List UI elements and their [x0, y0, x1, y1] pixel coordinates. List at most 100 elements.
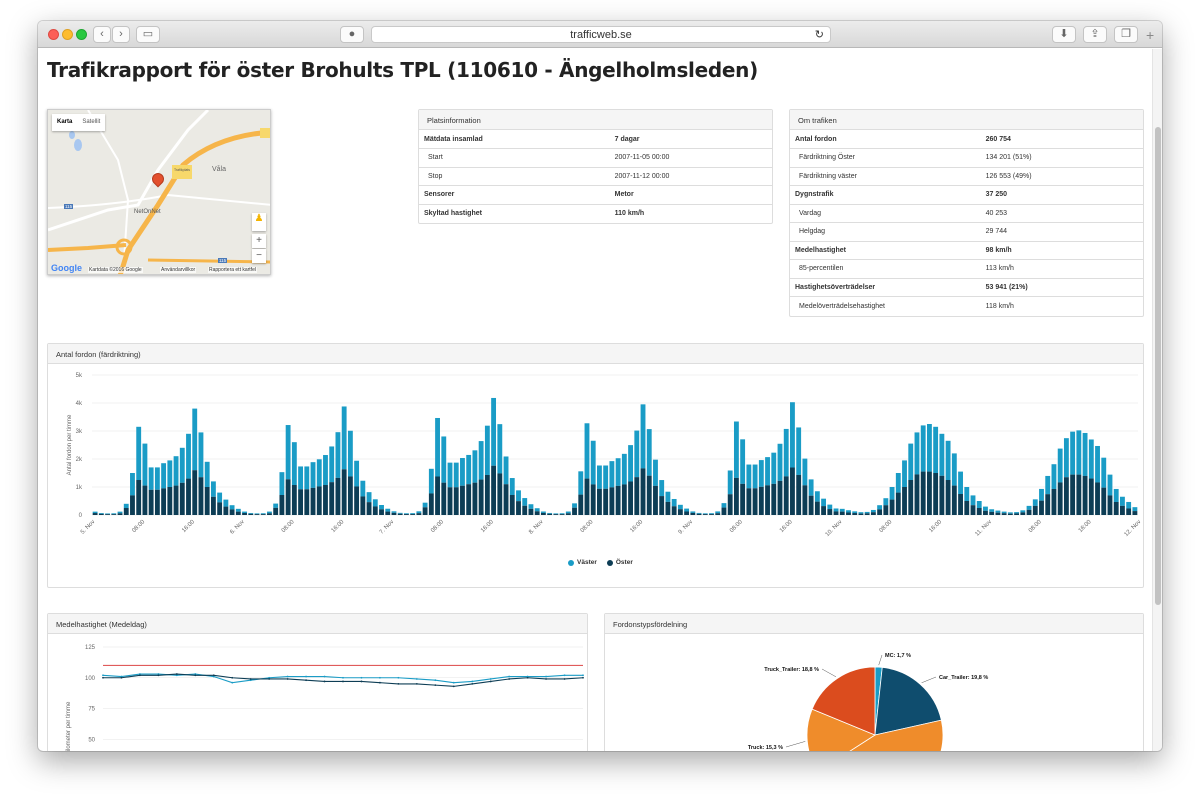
bar-vaster[interactable]: [696, 512, 702, 514]
bar-vaster[interactable]: [553, 513, 559, 515]
legend-item-oster[interactable]: Öster: [606, 559, 633, 566]
bar-vaster[interactable]: [198, 432, 204, 478]
bar-oster[interactable]: [684, 511, 690, 516]
bar-oster[interactable]: [1045, 494, 1051, 515]
bar-vaster[interactable]: [304, 466, 310, 490]
bar-oster[interactable]: [136, 480, 142, 515]
speed-point[interactable]: [120, 676, 123, 679]
bar-oster[interactable]: [441, 482, 447, 515]
bar-oster[interactable]: [92, 513, 98, 515]
bar-oster[interactable]: [1014, 513, 1020, 515]
share-button[interactable]: ⇪: [1083, 26, 1107, 43]
bar-vaster[interactable]: [665, 491, 671, 502]
bar-vaster[interactable]: [821, 498, 827, 507]
bar-oster[interactable]: [354, 486, 360, 515]
bar-vaster[interactable]: [186, 433, 191, 479]
bar-vaster[interactable]: [105, 513, 110, 515]
bar-vaster[interactable]: [1120, 496, 1125, 506]
bar-vaster[interactable]: [590, 440, 596, 485]
bar-vaster[interactable]: [323, 455, 328, 486]
bar-oster[interactable]: [665, 501, 671, 515]
bar-oster[interactable]: [659, 496, 665, 515]
bar-oster[interactable]: [484, 474, 490, 515]
bar-oster[interactable]: [1057, 482, 1063, 515]
bar-oster[interactable]: [528, 508, 534, 515]
bar-vaster[interactable]: [1088, 439, 1094, 479]
bar-vaster[interactable]: [653, 459, 658, 486]
bar-oster[interactable]: [877, 509, 883, 515]
speed-point[interactable]: [360, 680, 363, 683]
bar-oster[interactable]: [316, 486, 322, 515]
bar-oster[interactable]: [167, 487, 173, 515]
bar-vaster[interactable]: [1107, 474, 1113, 496]
bar-vaster[interactable]: [1039, 488, 1044, 501]
bar-vaster[interactable]: [609, 461, 615, 488]
sidebar-button[interactable]: ▭: [136, 26, 160, 43]
bar-vaster[interactable]: [372, 499, 378, 507]
bar-oster[interactable]: [179, 482, 185, 515]
bar-vaster[interactable]: [839, 508, 845, 512]
bar-vaster[interactable]: [491, 397, 497, 466]
speed-point[interactable]: [379, 681, 381, 684]
bar-oster[interactable]: [304, 489, 310, 515]
bar-vaster[interactable]: [428, 468, 434, 494]
speed-point[interactable]: [582, 676, 584, 679]
bar-vaster[interactable]: [802, 458, 808, 486]
bar-vaster[interactable]: [858, 512, 864, 514]
bar-oster[interactable]: [460, 485, 465, 515]
bar-vaster[interactable]: [914, 432, 920, 475]
bar-oster[interactable]: [403, 514, 409, 515]
bar-oster[interactable]: [696, 513, 702, 515]
speed-point[interactable]: [342, 680, 344, 683]
bar-oster[interactable]: [677, 509, 683, 515]
bar-vaster[interactable]: [516, 490, 521, 502]
bar-oster[interactable]: [1001, 513, 1007, 515]
bar-vaster[interactable]: [814, 491, 820, 502]
bar-vaster[interactable]: [1082, 432, 1088, 476]
downloads-button[interactable]: ⬇: [1052, 26, 1076, 43]
bar-oster[interactable]: [105, 514, 110, 515]
bar-oster[interactable]: [323, 485, 328, 515]
bar-vaster[interactable]: [958, 471, 963, 494]
speed-point[interactable]: [268, 678, 271, 680]
bar-vaster[interactable]: [796, 427, 802, 475]
bar-vaster[interactable]: [926, 424, 932, 472]
bar-vaster[interactable]: [173, 456, 179, 486]
bar-oster[interactable]: [491, 465, 497, 515]
bar-oster[interactable]: [279, 495, 285, 515]
bar-oster[interactable]: [733, 477, 739, 515]
bar-vaster[interactable]: [709, 513, 714, 515]
bar-oster[interactable]: [1107, 495, 1113, 515]
bar-oster[interactable]: [783, 476, 789, 515]
bar-vaster[interactable]: [329, 446, 335, 483]
bar-oster[interactable]: [223, 506, 229, 515]
speed-point[interactable]: [175, 673, 178, 675]
speed-point[interactable]: [582, 674, 584, 677]
speed-point[interactable]: [175, 674, 178, 677]
bar-oster[interactable]: [889, 499, 895, 515]
bar-vaster[interactable]: [777, 443, 783, 481]
bar-vaster[interactable]: [740, 439, 746, 484]
bar-oster[interactable]: [895, 492, 901, 515]
speed-point[interactable]: [231, 676, 234, 679]
bar-vaster[interactable]: [920, 425, 926, 472]
speed-point[interactable]: [508, 675, 511, 678]
bar-vaster[interactable]: [1126, 501, 1132, 509]
bar-oster[interactable]: [933, 473, 939, 515]
zoom-window-button[interactable]: [76, 29, 87, 40]
bar-vaster[interactable]: [877, 505, 883, 510]
bar-oster[interactable]: [939, 475, 945, 515]
bar-oster[interactable]: [154, 489, 160, 515]
bar-oster[interactable]: [142, 485, 148, 515]
bar-vaster[interactable]: [111, 513, 117, 515]
speed-point[interactable]: [489, 680, 492, 683]
bar-vaster[interactable]: [989, 509, 995, 512]
bar-vaster[interactable]: [534, 508, 540, 512]
speed-point[interactable]: [157, 673, 160, 675]
speed-point[interactable]: [323, 675, 326, 678]
bar-vaster[interactable]: [597, 465, 602, 489]
bar-oster[interactable]: [335, 477, 341, 515]
map-canvas[interactable]: [48, 110, 271, 275]
bar-vaster[interactable]: [528, 504, 534, 509]
bar-vaster[interactable]: [435, 417, 440, 477]
